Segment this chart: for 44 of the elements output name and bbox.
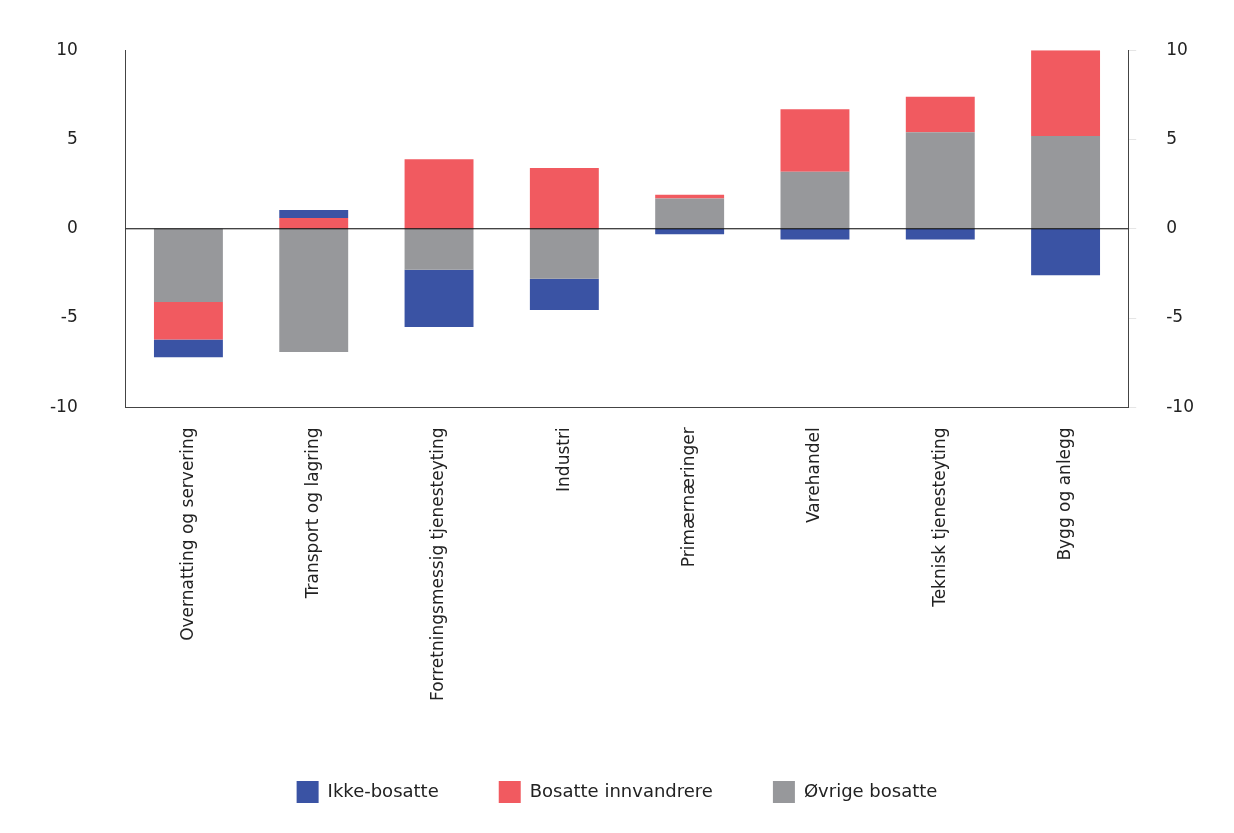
bar — [655, 198, 725, 229]
bar — [153, 228, 223, 302]
x-tick-label: Teknisk tjenesteyting — [928, 427, 949, 608]
bar — [279, 218, 349, 229]
bar — [905, 228, 975, 240]
x-tick-label: Transport og lagring — [302, 427, 323, 600]
x-tick-label: Primærnæringer — [678, 427, 699, 568]
y2-tick-label: -10 — [1166, 395, 1195, 416]
y-tick-label: -5 — [60, 306, 78, 327]
legend-label: Øvrige bosatte — [803, 779, 938, 801]
bar — [404, 159, 474, 229]
bar — [655, 228, 725, 235]
y-tick-label: -10 — [49, 395, 78, 416]
x-tick-label: Bygg og anlegg — [1054, 427, 1074, 561]
bar — [905, 132, 975, 229]
bar — [905, 96, 975, 133]
bar — [529, 228, 599, 279]
y2-tick-label: 0 — [1166, 217, 1178, 238]
legend-label: Bosatte innvandrere — [529, 779, 713, 801]
y2-tick-label: 10 — [1166, 38, 1188, 59]
y-tick-label: 10 — [56, 38, 78, 59]
bar — [1031, 50, 1101, 136]
bar — [153, 301, 223, 340]
x-tick-label: Industri — [552, 427, 573, 492]
bar — [780, 228, 850, 240]
bar — [529, 278, 599, 311]
x-tick-label: Varehandel — [803, 427, 824, 524]
bar — [279, 228, 349, 352]
bar — [780, 109, 850, 172]
x-tick-label: Forretningsmessig tjenesteyting — [427, 427, 448, 701]
bar — [529, 168, 599, 229]
bar — [153, 339, 223, 358]
legend-label: Ikke-bosatte — [327, 779, 439, 801]
bar — [404, 228, 474, 270]
y-tick-label: 0 — [66, 217, 78, 238]
y-tick-label: 5 — [66, 127, 78, 148]
bar — [780, 171, 850, 229]
bar — [404, 269, 474, 327]
bar — [1031, 135, 1101, 229]
y2-tick-label: -5 — [1166, 306, 1184, 327]
bar — [1031, 228, 1101, 276]
y2-tick-label: 5 — [1166, 127, 1178, 148]
bar — [279, 210, 349, 219]
x-tick-label: Overnatting og servering — [176, 427, 197, 641]
